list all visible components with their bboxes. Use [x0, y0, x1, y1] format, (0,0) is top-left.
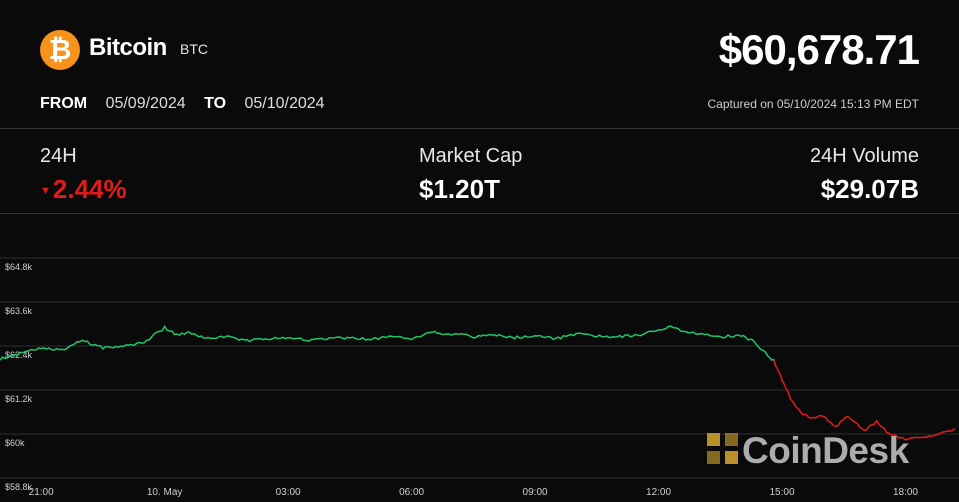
market-cap-value: $1.20T	[419, 174, 500, 204]
coindesk-watermark: CoinDesk	[706, 430, 909, 471]
y-tick-label: $63.6k	[5, 306, 33, 316]
y-tick-label: $61.2k	[5, 394, 33, 404]
bitcoin-logo-icon: ₿	[40, 30, 80, 70]
volume-label: 24H Volume	[810, 145, 919, 167]
divider-chart	[0, 213, 959, 214]
coin-name: Bitcoin	[89, 34, 167, 61]
stat-24h-volume: 24H Volume $29.07B	[810, 145, 919, 205]
from-label: FROM	[40, 95, 88, 112]
change-value: ▼2.44%	[40, 174, 127, 205]
date-range: FROM 05/09/2024 TO 05/10/2024	[40, 95, 339, 113]
x-tick-label: 12:00	[646, 487, 671, 498]
stat-market-cap: Market Cap $1.20T	[419, 145, 522, 205]
to-label: TO	[204, 95, 227, 112]
down-arrow-icon: ▼	[40, 185, 51, 197]
coin-ticker: BTC	[180, 41, 208, 57]
header: ₿ Bitcoin BTC $60,678.71 FROM 05/09/2024…	[0, 0, 959, 128]
change-label: 24H	[40, 145, 77, 167]
x-tick-label: 03:00	[276, 487, 301, 498]
to-date: 05/10/2024	[244, 95, 325, 112]
x-tick-label: 06:00	[399, 487, 424, 498]
divider-top	[0, 128, 959, 129]
coindesk-logo-icon	[707, 433, 738, 464]
change-percent: 2.44%	[52, 174, 127, 204]
x-tick-label: 18:00	[893, 487, 918, 498]
y-tick-label: $60k	[5, 438, 25, 448]
price-line-down	[773, 359, 956, 441]
price-line-up	[0, 324, 777, 367]
y-tick-label: $64.8k	[5, 262, 33, 272]
volume-value: $29.07B	[820, 174, 919, 204]
stat-24h-change: 24H ▼2.44%	[40, 145, 127, 205]
watermark-text: CoinDesk	[742, 430, 909, 471]
current-price: $60,678.71	[718, 26, 920, 73]
from-date: 05/09/2024	[105, 95, 186, 112]
captured-timestamp: Captured on 05/10/2024 15:13 PM EDT	[707, 97, 919, 111]
x-tick-label: 10. May	[147, 487, 183, 498]
x-tick-label: 15:00	[770, 487, 795, 498]
x-tick-label: 21:00	[29, 487, 54, 498]
y-tick-label: $58.8k	[5, 482, 33, 492]
market-cap-label: Market Cap	[419, 145, 523, 167]
x-tick-label: 09:00	[523, 487, 548, 498]
